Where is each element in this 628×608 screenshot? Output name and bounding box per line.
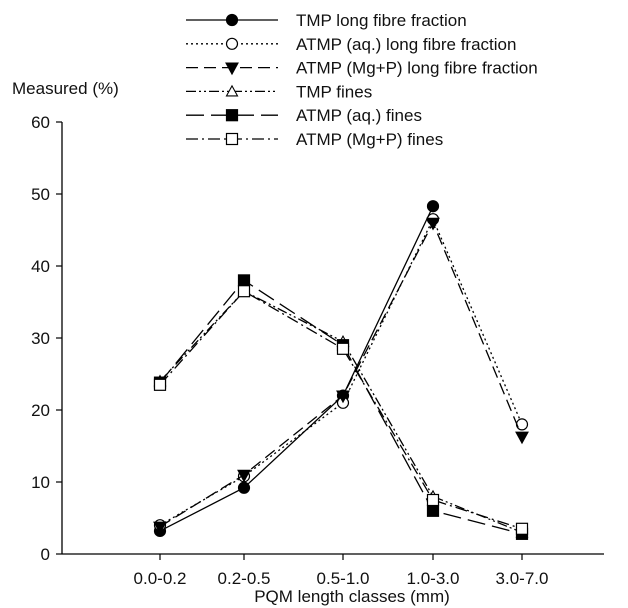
series-line: [159, 217, 523, 526]
legend-marker: [225, 84, 239, 97]
data-point: [237, 285, 251, 298]
y-tick-label: 20: [31, 401, 50, 420]
legend-marker: [225, 109, 239, 122]
x-tick-label: 3.0-7.0: [496, 569, 549, 588]
legend-item: ATMP (aq.) long fibre fraction: [186, 35, 516, 54]
data-point: [237, 481, 251, 494]
legend: TMP long fibre fraction ATMP (aq.) long f…: [186, 11, 538, 149]
legend-marker: [225, 13, 239, 27]
x-axis-title: PQM length classes (mm): [254, 587, 450, 606]
data-point: [153, 521, 167, 535]
data-point: [237, 469, 251, 483]
y-tick-label: 0: [41, 545, 50, 564]
x-tick-label: 0.0-0.2: [134, 569, 187, 588]
legend-marker: [225, 37, 239, 50]
data-point: [426, 217, 440, 231]
x-tick-label: 0.2-0.5: [218, 569, 271, 588]
series-4: [153, 284, 529, 538]
y-tick-label: 60: [31, 113, 50, 132]
data-point: [426, 504, 440, 517]
y-tick-label: 40: [31, 257, 50, 276]
series-line: [159, 221, 523, 528]
series-1: [153, 200, 440, 538]
data-point: [515, 418, 529, 431]
data-point: [336, 342, 350, 355]
data-point: [515, 431, 529, 445]
data-point: [237, 274, 251, 287]
series-3: [153, 217, 529, 535]
legend-label: TMP fines: [296, 82, 372, 101]
y-tick-label: 10: [31, 473, 50, 492]
x-tick-label: 1.0-3.0: [407, 569, 460, 588]
series-line: [159, 290, 523, 534]
legend-item: ATMP (aq.) fines: [186, 106, 422, 125]
series-6: [153, 285, 529, 535]
series-group: [153, 200, 529, 540]
data-point: [515, 522, 529, 535]
legend-marker: [225, 62, 239, 76]
legend-label: ATMP (aq.) fines: [296, 106, 422, 125]
legend-label: ATMP (Mg+P) fines: [296, 130, 443, 149]
y-axis-title: Measured (%): [12, 79, 119, 98]
data-point: [426, 200, 440, 213]
y-tick-label: 50: [31, 185, 50, 204]
legend-item: ATMP (Mg+P) long fibre fraction: [186, 59, 538, 78]
legend-marker: [225, 132, 239, 146]
series-line: [159, 290, 523, 530]
series-2: [153, 213, 529, 532]
legend-item: TMP fines: [186, 82, 372, 101]
data-point: [153, 378, 167, 391]
legend-label: ATMP (aq.) long fibre fraction: [296, 35, 516, 54]
data-point: [336, 390, 350, 404]
y-tick-label: 30: [31, 329, 50, 348]
legend-item: ATMP (Mg+P) fines: [186, 130, 443, 149]
legend-label: TMP long fibre fraction: [296, 11, 467, 30]
legend-label: ATMP (Mg+P) long fibre fraction: [296, 59, 538, 78]
y-ticks: 0 10 20 30 40 50 60: [31, 113, 62, 564]
x-tick-label: 0.5-1.0: [317, 569, 370, 588]
legend-item: TMP long fibre fraction: [186, 11, 467, 30]
data-point: [426, 493, 440, 507]
x-ticks: 0.0-0.2 0.2-0.5 0.5-1.0 1.0-3.0 3.0-7.0: [134, 554, 549, 588]
series-line: [159, 205, 434, 532]
